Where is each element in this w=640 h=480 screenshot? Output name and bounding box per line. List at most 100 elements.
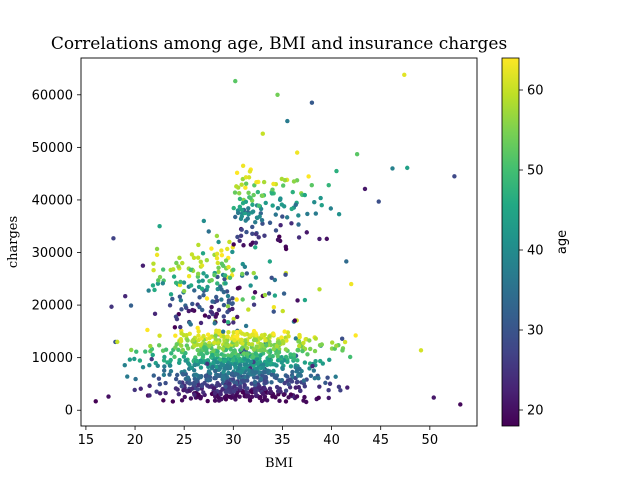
scatter-point [221, 302, 227, 308]
scatter-point [217, 383, 222, 388]
scatter-point [282, 380, 287, 386]
scatter-point [293, 202, 298, 207]
scatter-point [201, 271, 206, 276]
scatter-point [340, 348, 345, 353]
scatter-point [221, 334, 226, 339]
scatter-point [157, 391, 163, 396]
scatter-point [177, 380, 182, 385]
scatter-point [191, 381, 197, 386]
scatter-point [240, 390, 245, 395]
scatter-point [272, 362, 277, 367]
scatter-point [240, 271, 245, 277]
scatter-point [167, 303, 173, 308]
scatter-point [253, 240, 259, 245]
scatter-point [176, 347, 181, 352]
scatter-point [296, 235, 302, 240]
scatter-point [318, 358, 323, 364]
scatter-point [226, 330, 231, 335]
scatter-point [258, 348, 263, 353]
scatter-point [138, 386, 143, 391]
scatter-point [308, 373, 314, 378]
scatter-point [180, 347, 186, 353]
scatter-point [188, 396, 194, 401]
scatter-point [306, 174, 311, 179]
scatter-point [212, 398, 218, 403]
scatter-point [242, 332, 248, 337]
scatter-point [181, 288, 187, 294]
scatter-point [204, 296, 210, 301]
scatter-point [319, 203, 324, 208]
scatter-point [226, 385, 232, 390]
scatter-point [242, 338, 248, 343]
scatter-point [286, 334, 291, 339]
y-tick-label: 50000 [32, 141, 73, 156]
scatter-point [235, 286, 241, 291]
scatter-point [180, 260, 185, 266]
scatter-point [210, 352, 215, 358]
scatter-point [187, 362, 192, 367]
scatter-point [201, 218, 207, 224]
scatter-point [246, 212, 251, 217]
scatter-point [244, 229, 249, 235]
scatter-point [174, 260, 179, 266]
scatter-point [274, 384, 280, 390]
colorbar-label: age [555, 230, 570, 254]
scatter-point [251, 363, 256, 368]
scatter-point [312, 376, 317, 381]
x-tick-label: 35 [274, 433, 291, 448]
scatter-point [288, 352, 293, 357]
scatter-point [215, 349, 220, 354]
scatter-point [234, 297, 239, 302]
scatter-point [205, 332, 211, 337]
scatter-point [133, 376, 138, 382]
scatter-point [323, 380, 328, 386]
scatter-point [202, 380, 207, 386]
scatter-point [226, 370, 231, 376]
scatter-point [239, 182, 244, 187]
scatter-point [240, 163, 246, 168]
scatter-point [225, 334, 230, 339]
scatter-point [230, 306, 235, 312]
scatter-point [220, 374, 226, 379]
scatter-point [390, 166, 395, 171]
scatter-point [206, 229, 211, 234]
scatter-point [232, 380, 237, 385]
scatter-point [215, 281, 220, 286]
scatter-point [402, 72, 407, 78]
scatter-point [228, 395, 234, 400]
scatter-point [237, 238, 242, 244]
scatter-point [214, 294, 219, 300]
scatter-point [362, 186, 368, 192]
scatter-point [171, 274, 177, 279]
scatter-point [189, 365, 195, 371]
scatter-point [233, 365, 238, 370]
scatter-point [226, 300, 231, 305]
x-tick-label: 45 [372, 433, 389, 448]
scatter-point [318, 195, 323, 201]
scatter-point [270, 394, 275, 399]
scatter-point [267, 339, 272, 344]
scatter-point [170, 399, 176, 404]
scatter-point [333, 374, 338, 379]
scatter-point [147, 393, 152, 398]
scatter-point [246, 307, 251, 312]
scatter-point [231, 242, 236, 247]
scatter-point [212, 321, 217, 326]
scatter-point [162, 354, 167, 360]
scatter-point [177, 255, 182, 261]
scatter-point [230, 358, 236, 363]
scatter-point [261, 179, 267, 185]
scatter-point [195, 387, 200, 392]
scatter-point [237, 191, 242, 196]
scatter-point [195, 347, 200, 353]
scatter-point [233, 214, 238, 220]
scatter-point [178, 324, 183, 330]
scatter-point [194, 358, 200, 364]
scatter-point [174, 342, 179, 347]
scatter-point [290, 189, 295, 195]
scatter-point [217, 367, 222, 372]
scatter-point [174, 316, 180, 322]
scatter-point [251, 192, 256, 198]
scatter-point [256, 235, 261, 240]
scatter-point [231, 320, 236, 325]
